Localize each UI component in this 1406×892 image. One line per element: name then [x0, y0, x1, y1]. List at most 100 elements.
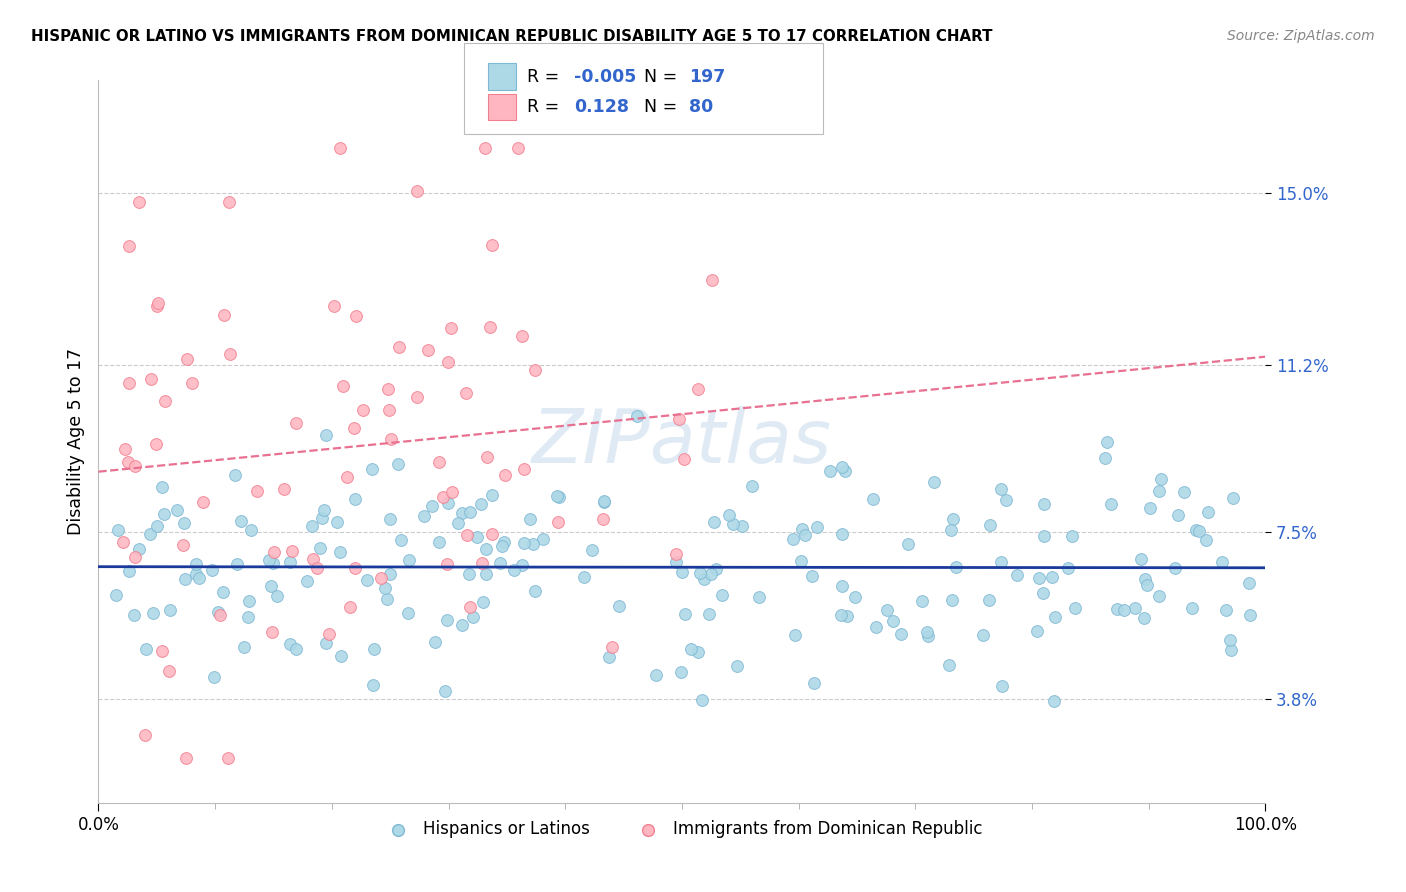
Point [378, 403, 401, 417]
Point [356, 573, 378, 587]
Point [436, 557, 458, 571]
Point [494, 468, 516, 483]
Point [668, 412, 690, 426]
Point [523, 362, 546, 376]
Point [917, 629, 939, 643]
Point [1181, 601, 1204, 615]
Point [725, 658, 748, 673]
Point [380, 432, 402, 446]
Point [665, 547, 688, 561]
Point [1222, 491, 1244, 505]
Point [240, 524, 263, 538]
Point [139, 372, 162, 386]
Point [1215, 603, 1237, 617]
Point [107, 523, 129, 537]
Point [1105, 602, 1128, 616]
Point [427, 455, 450, 469]
Point [477, 450, 499, 464]
Point [1033, 528, 1056, 542]
Point [176, 351, 198, 366]
Legend: Hispanics or Latinos, Immigrants from Dominican Republic: Hispanics or Latinos, Immigrants from Do… [374, 814, 990, 845]
Point [689, 566, 711, 580]
Point [1130, 551, 1153, 566]
Point [547, 515, 569, 529]
Point [458, 600, 481, 615]
Point [1060, 529, 1083, 543]
Point [174, 572, 197, 586]
Point [280, 555, 302, 569]
Point [318, 627, 340, 641]
Point [467, 530, 489, 544]
Point [433, 684, 456, 698]
Point [581, 543, 603, 558]
Point [363, 678, 385, 692]
Point [531, 532, 554, 546]
Point [1184, 523, 1206, 537]
Point [1094, 450, 1116, 465]
Point [219, 346, 242, 360]
Point [105, 588, 128, 602]
Point [479, 319, 502, 334]
Text: N =: N = [644, 68, 683, 86]
Point [440, 484, 463, 499]
Point [994, 492, 1017, 507]
Point [897, 536, 920, 550]
Point [669, 665, 692, 679]
Point [574, 570, 596, 584]
Point [673, 607, 696, 621]
Point [207, 605, 229, 619]
Point [238, 593, 260, 607]
Point [475, 541, 498, 556]
Point [598, 649, 620, 664]
Point [1043, 610, 1066, 624]
Point [782, 532, 804, 546]
Point [711, 588, 734, 602]
Point [142, 606, 165, 620]
Point [803, 676, 825, 690]
Point [208, 607, 231, 622]
Point [117, 239, 139, 253]
Point [309, 541, 332, 555]
Point [1028, 571, 1050, 585]
Point [260, 625, 283, 640]
Point [519, 512, 541, 526]
Point [305, 561, 328, 575]
Point [865, 620, 887, 634]
Point [174, 750, 197, 764]
Point [202, 670, 225, 684]
Point [188, 571, 211, 585]
Point [472, 595, 495, 609]
Point [128, 541, 150, 556]
Point [524, 584, 547, 599]
Point [257, 553, 280, 567]
Point [406, 390, 429, 404]
Point [700, 567, 723, 582]
Point [360, 462, 382, 476]
Point [117, 376, 139, 390]
Point [118, 564, 141, 578]
Point [592, 494, 614, 508]
Point [311, 510, 333, 524]
Point [644, 667, 666, 681]
Point [783, 628, 806, 642]
Point [690, 693, 713, 707]
Point [281, 543, 304, 558]
Text: 80: 80 [689, 98, 713, 116]
Point [370, 571, 392, 585]
Point [432, 490, 454, 504]
Point [801, 569, 824, 583]
Point [831, 579, 853, 593]
Point [450, 618, 472, 632]
Text: 197: 197 [689, 68, 725, 86]
Point [1043, 694, 1066, 708]
Point [470, 497, 492, 511]
Point [150, 644, 173, 658]
Point [315, 428, 337, 442]
Point [329, 648, 352, 663]
Point [1149, 484, 1171, 499]
Point [1135, 572, 1157, 586]
Point [456, 386, 478, 401]
Text: -0.005: -0.005 [574, 68, 636, 86]
Point [1239, 607, 1261, 622]
Text: R =: R = [527, 68, 565, 86]
